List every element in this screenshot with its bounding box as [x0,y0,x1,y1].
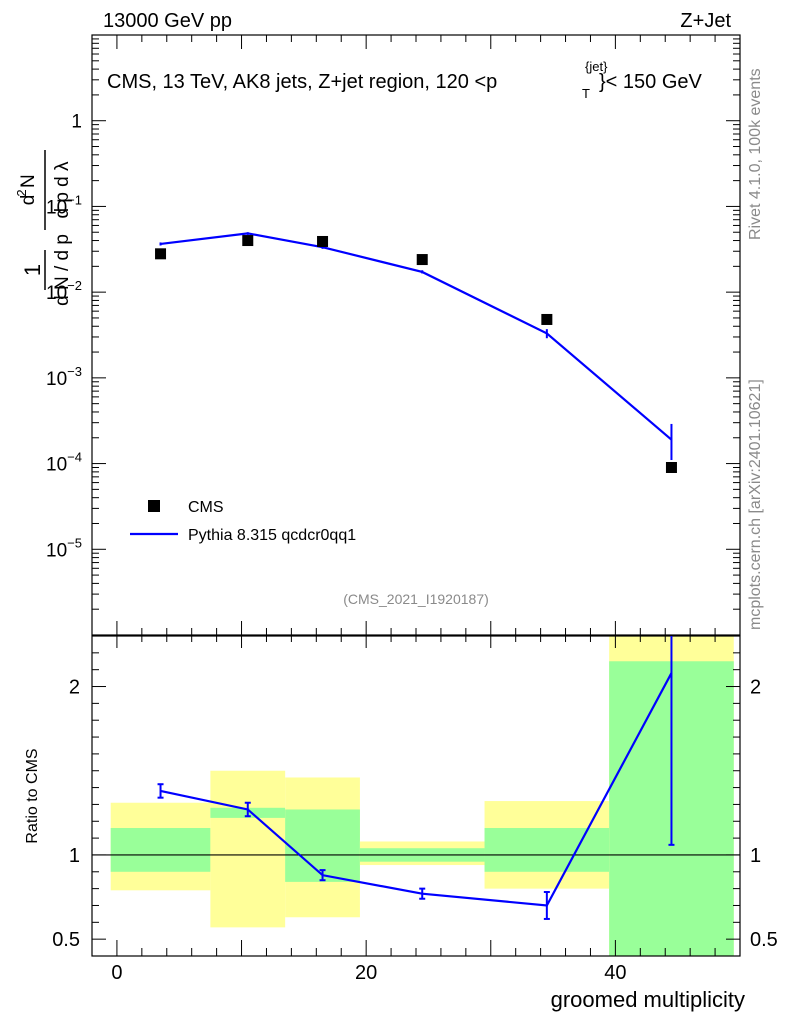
x-tick-label: 40 [604,962,626,984]
svg-text:d p d λ: d p d λ [52,161,73,219]
legend-data-marker [148,500,160,512]
x-tick-label: 0 [111,962,122,984]
ratio-series [157,636,675,920]
main-y-tick-label: 10−2 [46,278,82,304]
plot-title: CMS, 13 TeV, AK8 jets, Z+jet region, 120… [107,59,703,101]
x-tick-labels: 0 20 40 [111,962,626,984]
title-sup: {jet} [585,59,608,74]
ratio-y-tick-label-right: 2 [750,677,761,699]
ratio-y-tick-label-left: 2 [69,677,80,699]
ratio-y-tick-label-right: 1 [750,845,761,867]
title-sub: T [582,86,590,101]
svg-text:CMS, 13 TeV, AK8 jets, Z+jet r: CMS, 13 TeV, AK8 jets, Z+jet region, 120… [107,71,497,93]
legend-mc-label: Pythia 8.315 qcdcr0qq1 [188,527,356,544]
x-axis-label: groomed multiplicity [551,987,745,1012]
main-y-tick-label: 10−3 [46,364,82,390]
data-point [541,313,553,325]
ratio-y-tick-label-left: 1 [69,845,80,867]
data-point [665,461,677,473]
data-point [242,235,254,247]
header-right: Z+Jet [680,10,731,32]
ratio-y-tick-label-right: 0.5 [750,929,778,951]
svg-text:d N / d p: d N / d p [52,234,73,306]
title-suffix: }< 150 GeV [599,71,703,93]
main-y-tick-label: 10−5 [46,535,82,561]
rivet-label: Rivet 4.1.0, 100k events [747,68,764,240]
mcplots-label: mcplots.cern.ch [arXiv:2401.10621] [747,379,764,630]
data-point [317,235,329,247]
ratio-band-outer [210,770,286,928]
svg-text:d: d [18,195,39,206]
svg-text:1: 1 [20,264,45,276]
main-series [155,232,677,473]
legend-data-label: CMS [188,499,224,516]
header-left: 13000 GeV pp [103,10,232,32]
data-point [155,248,167,260]
main-plot-frame [91,34,741,636]
x-tick-label: 20 [355,962,377,984]
main-y-tick-label: 10−1 [46,192,82,218]
ratio-band-inner [110,828,211,872]
data-point [416,254,428,266]
ratio-bands [92,636,740,956]
mc-line [160,232,673,441]
ratio-y-tick-label-left: 0.5 [52,929,80,951]
title-prefix: CMS, 13 TeV, AK8 jets, Z+jet region, 120… [107,71,497,93]
legend: CMS Pythia 8.315 qcdcr0qq1 [130,499,356,544]
main-y-axis-label: 1 d N / d p d 2 N d p d λ [14,150,73,306]
main-y-tick-labels: 1 10−1 10−2 10−3 10−4 10−5 [46,112,82,562]
main-y-tick-label: 10−4 [46,450,82,476]
ratio-band-inner [484,828,610,872]
ratio-y-tick-labels: 0.5 0.5 1 1 2 2 [52,677,778,952]
svg-text:2: 2 [14,189,29,196]
axis-ticks [92,35,740,957]
main-y-tick-label: 1 [71,112,82,133]
svg-text:N: N [18,174,39,188]
analysis-id: (CMS_2021_I1920187) [343,591,489,607]
ratio-line [160,672,673,907]
ratio-y-axis-label: Ratio to CMS [24,748,41,843]
